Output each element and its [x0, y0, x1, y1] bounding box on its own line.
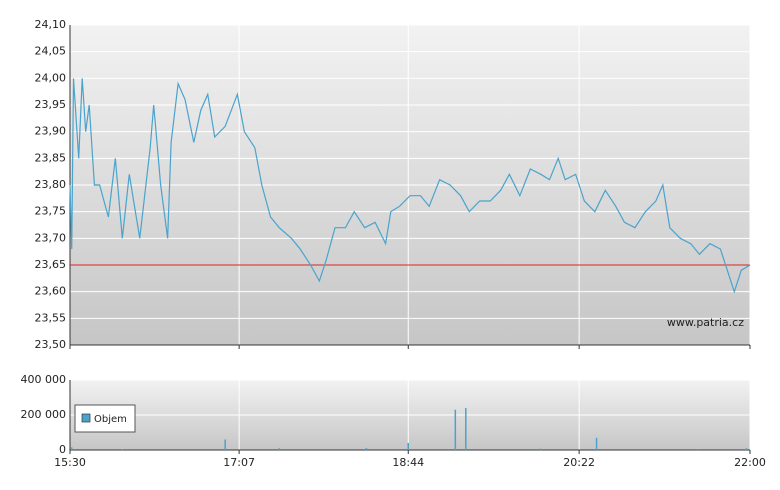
volume-bar — [278, 448, 280, 450]
volume-bar — [70, 447, 73, 450]
x-tick-label: 20:22 — [563, 456, 595, 469]
legend-swatch — [81, 413, 91, 423]
y-tick-label: 23,70 — [35, 231, 67, 244]
volume-bar — [454, 409, 457, 450]
y-tick-label: 23,75 — [35, 205, 67, 218]
y-tick-label: 23,80 — [35, 178, 67, 191]
y-tick-label: 23,85 — [35, 151, 67, 164]
volume-bar — [745, 448, 748, 450]
y-tick-label: 24,05 — [35, 45, 67, 58]
price-line — [69, 78, 751, 294]
y-tick-label: 23,50 — [35, 338, 67, 351]
volume-bar — [696, 448, 699, 450]
volume-bar — [540, 448, 542, 450]
y-tick-label: 400 000 — [21, 373, 67, 386]
x-tick-label: 15:30 — [54, 456, 86, 469]
y-tick-label: 24,10 — [35, 18, 67, 31]
volume-bar — [365, 447, 368, 450]
watermark: www.patria.cz — [667, 316, 744, 329]
x-tick-label: 17:07 — [223, 456, 255, 469]
volume-bar — [595, 437, 598, 450]
legend-label: Objem — [94, 414, 127, 425]
y-tick-label: 200 000 — [21, 408, 67, 421]
volume-bar — [407, 443, 410, 450]
y-tick-label: 24,00 — [35, 71, 67, 84]
y-tick-label: 0 — [59, 443, 66, 456]
volume-bar — [121, 449, 124, 450]
y-tick-label: 23,90 — [35, 125, 67, 138]
volume-bar — [465, 408, 467, 450]
y-tick-label: 23,60 — [35, 285, 67, 298]
x-tick-label: 18:44 — [392, 456, 424, 469]
y-tick-label: 23,55 — [35, 311, 67, 324]
y-tick-label: 23,65 — [35, 258, 67, 271]
x-tick-label: 22:00 — [734, 456, 766, 469]
y-tick-label: 23,95 — [35, 98, 67, 111]
volume-bar — [224, 439, 226, 450]
